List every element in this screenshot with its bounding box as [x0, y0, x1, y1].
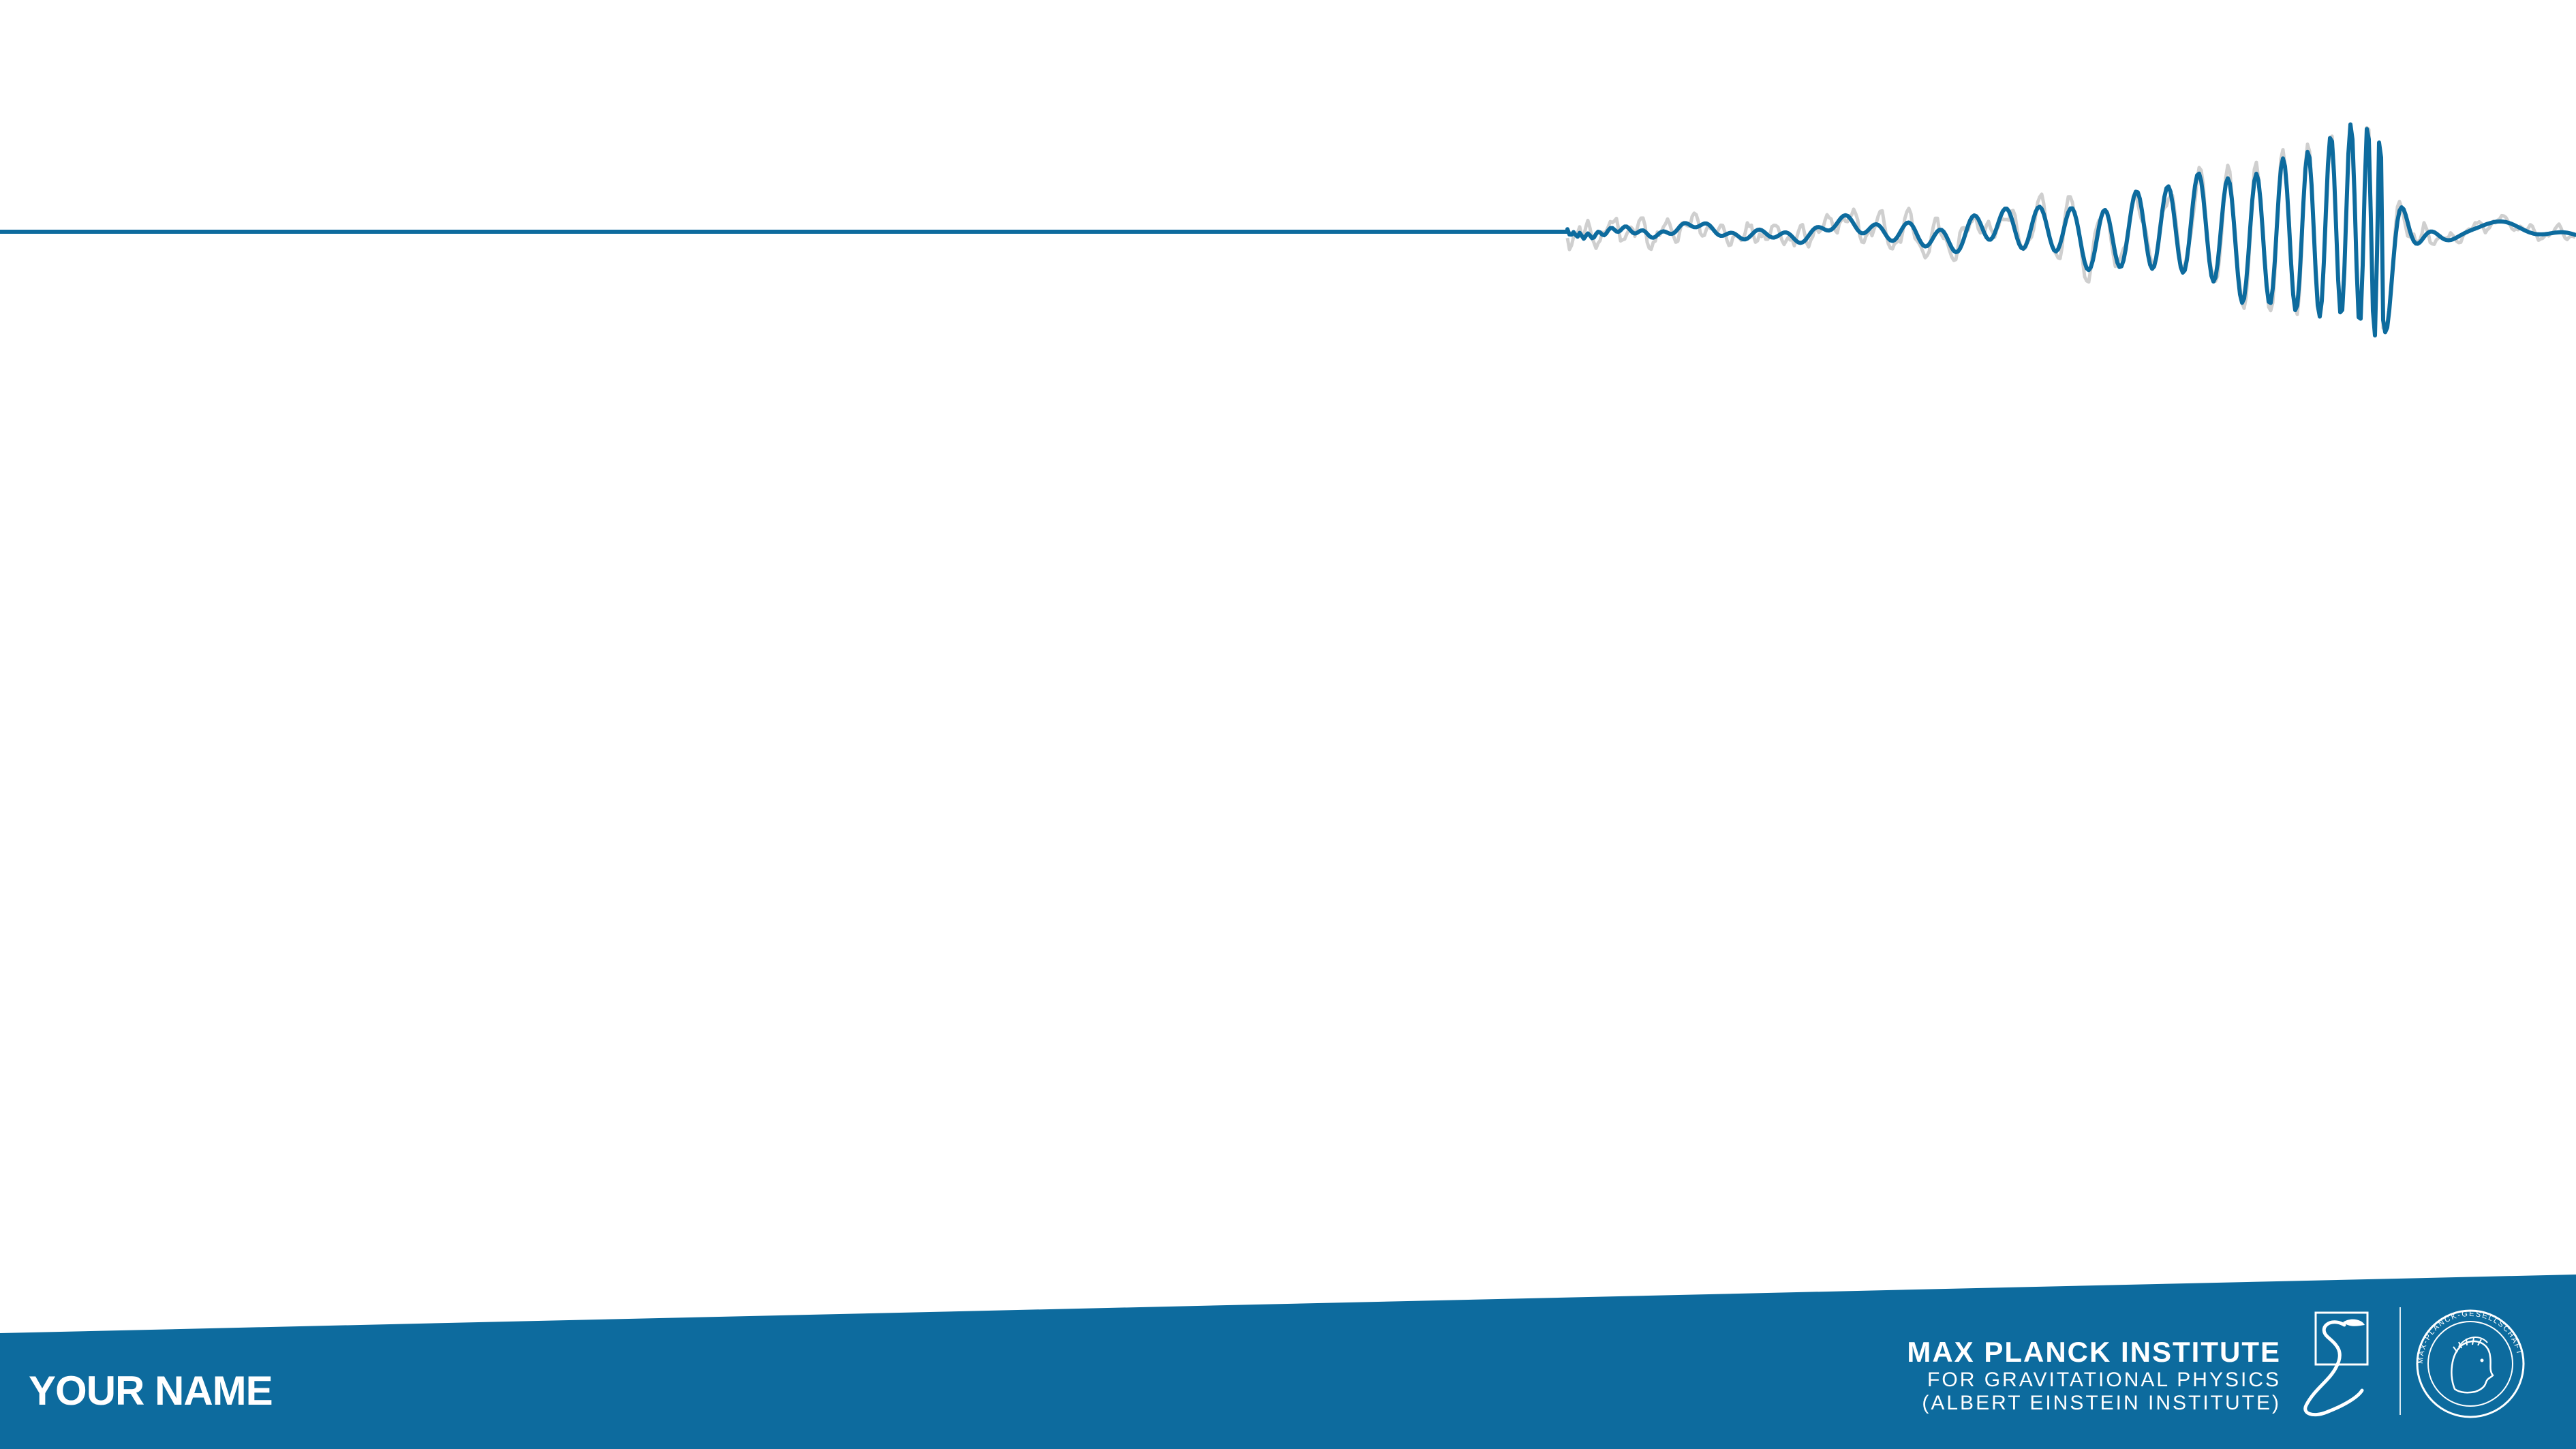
- presenter-name: YOUR NAME: [29, 1368, 273, 1414]
- waveform-signal-trace: [0, 122, 2576, 338]
- institute-subtitle: FOR GRAVITATIONAL PHYSICS: [1927, 1369, 2281, 1391]
- svg-text:MAX-PLANCK-GESELLSCHAFT: MAX-PLANCK-GESELLSCHAFT: [2417, 1310, 2524, 1364]
- seal-text: MAX-PLANCK-GESELLSCHAFT: [2417, 1310, 2522, 1364]
- logo-divider: [2399, 1307, 2401, 1415]
- institute-name-block: MAX PLANCK INSTITUTE FOR GRAVITATIONAL P…: [1907, 1336, 2281, 1415]
- aei-logo-icon: [2303, 1311, 2369, 1417]
- institute-title: MAX PLANCK INSTITUTE: [1907, 1336, 2281, 1368]
- minerva-seal-icon: MAX-PLANCK-GESELLSCHAFT: [2416, 1309, 2525, 1418]
- institute-subtitle-2: (ALBERT EINSTEIN INSTITUTE): [1922, 1392, 2281, 1414]
